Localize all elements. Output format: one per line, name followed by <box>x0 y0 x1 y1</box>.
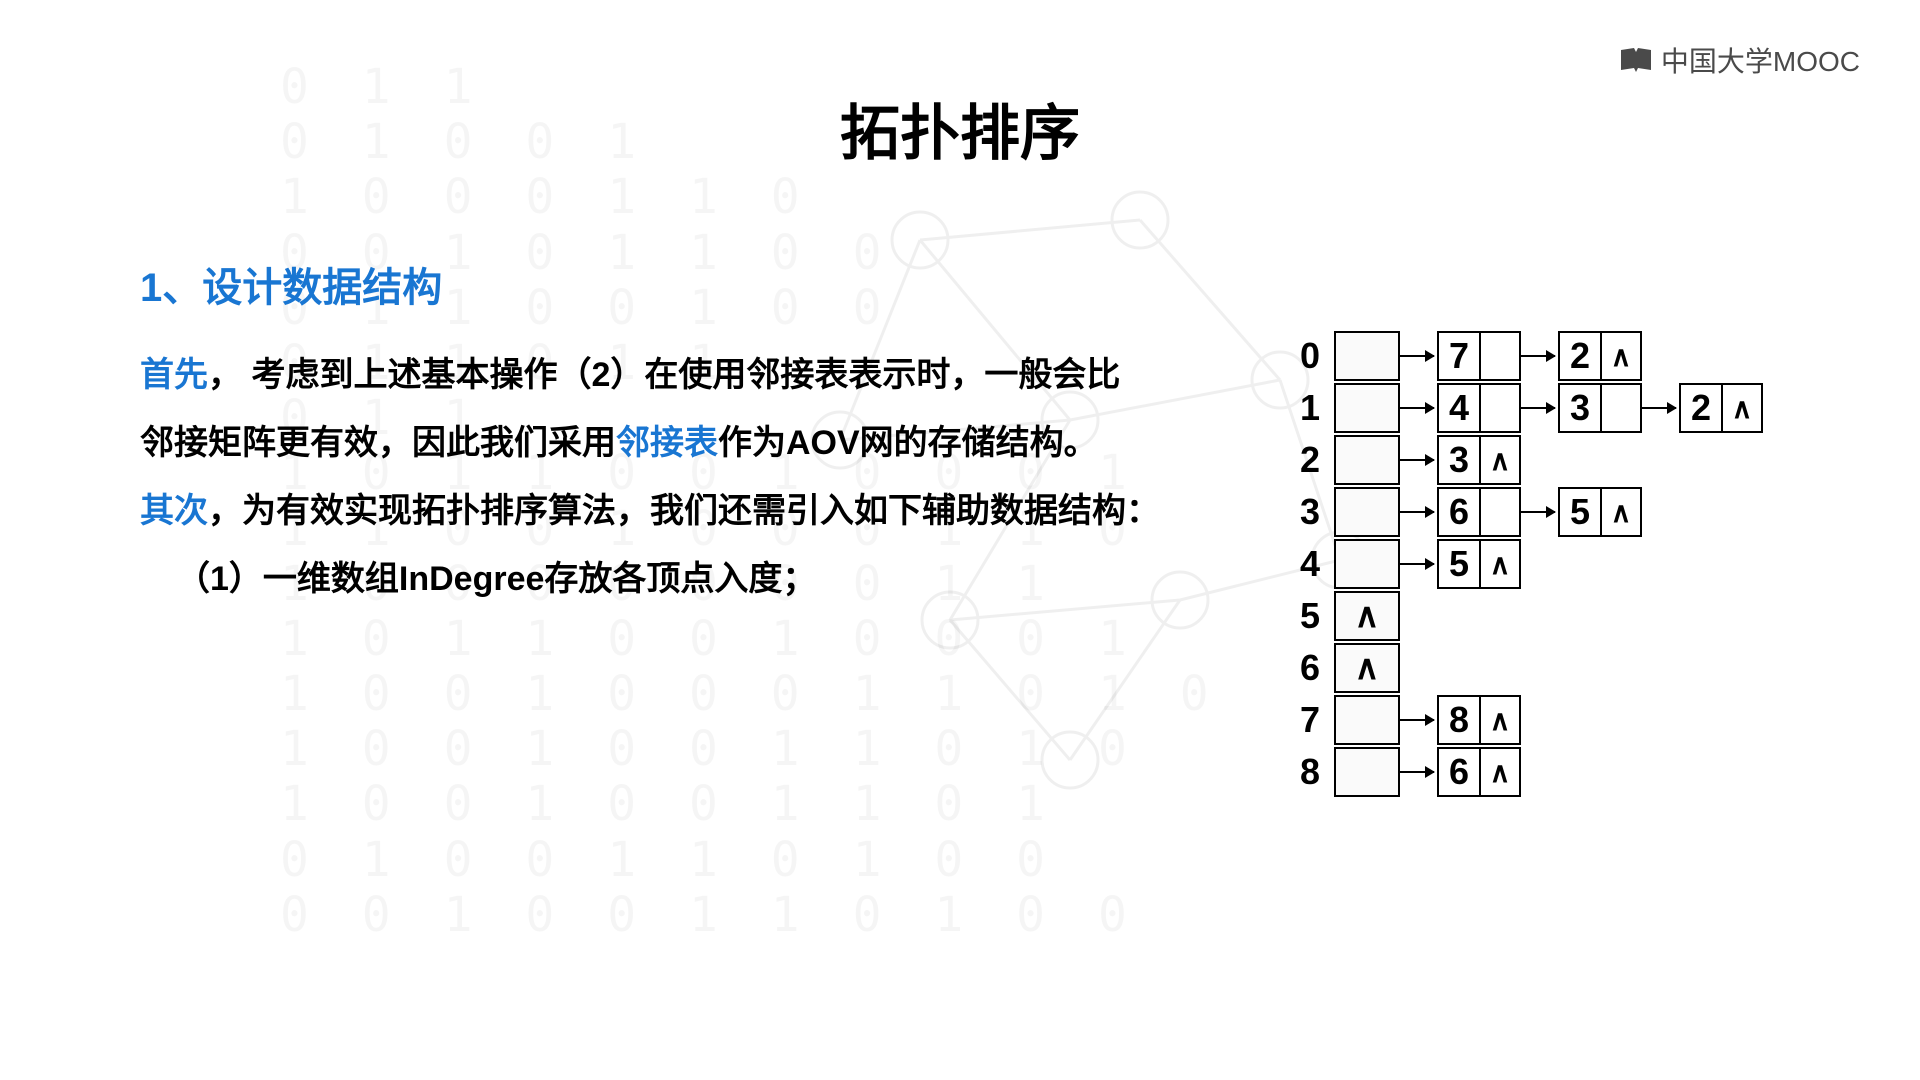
adjlist-row: 8 6∧ <box>1280 746 1763 798</box>
node-pointer <box>1481 385 1519 431</box>
arrow-icon <box>1400 407 1434 409</box>
page-title: 拓扑排序 <box>840 85 1080 172</box>
adjlist-row: 6∧ <box>1280 642 1763 694</box>
arrow-icon <box>1400 771 1434 773</box>
node-pointer: ∧ <box>1481 541 1519 587</box>
adjlist-index: 3 <box>1280 491 1320 533</box>
adjacency-list-diagram: 072∧1432∧23∧365∧45∧5∧6∧78∧86∧ <box>1280 330 1763 798</box>
node-value: 2 <box>1681 385 1723 431</box>
adjlist-head-cell <box>1334 383 1400 433</box>
adjlist-node: 3∧ <box>1437 435 1521 485</box>
p3-text: ，为有效实现拓扑排序算法，我们还需引入如下辅助数据结构： <box>208 492 1160 530</box>
adjlist-head-cell: ∧ <box>1334 643 1400 693</box>
node-pointer: ∧ <box>1723 385 1761 431</box>
logo-text: 中国大学MOOC <box>1661 40 1860 80</box>
arrow-icon <box>1521 355 1555 357</box>
node-value: 6 <box>1439 489 1481 535</box>
adjlist-head-cell <box>1334 695 1400 745</box>
kw-first: 首先 <box>140 356 208 394</box>
adjlist-index: 7 <box>1280 699 1320 741</box>
paragraph-1: 首先， 考虑到上述基本操作（2）在使用邻接表表示时，一般会比 <box>140 341 1380 409</box>
node-value: 2 <box>1560 333 1602 379</box>
section-heading: 1、设计数据结构 <box>140 255 1380 313</box>
adjlist-node: 2∧ <box>1558 331 1642 381</box>
node-pointer: ∧ <box>1602 333 1640 379</box>
adjlist-node: 7 <box>1437 331 1521 381</box>
arrow-icon <box>1400 511 1434 513</box>
node-pointer: ∧ <box>1602 489 1640 535</box>
adjlist-node: 6∧ <box>1437 747 1521 797</box>
arrow-icon <box>1400 563 1434 565</box>
node-pointer <box>1602 385 1640 431</box>
paragraph-3: 其次，为有效实现拓扑排序算法，我们还需引入如下辅助数据结构： <box>140 477 1380 545</box>
adjlist-row: 0 7 2∧ <box>1280 330 1763 382</box>
adjlist-row: 3 6 5∧ <box>1280 486 1763 538</box>
arrow-icon <box>1521 407 1555 409</box>
adjlist-node: 3 <box>1558 383 1642 433</box>
content-area: 1、设计数据结构 首先， 考虑到上述基本操作（2）在使用邻接表表示时，一般会比 … <box>140 255 1380 613</box>
node-pointer: ∧ <box>1481 749 1519 795</box>
node-value: 5 <box>1439 541 1481 587</box>
kw-adjlist: 邻接表 <box>616 424 718 462</box>
kw-second: 其次 <box>140 492 208 530</box>
adjlist-head-cell <box>1334 435 1400 485</box>
adjlist-row: 5∧ <box>1280 590 1763 642</box>
node-value: 4 <box>1439 385 1481 431</box>
node-pointer <box>1481 333 1519 379</box>
adjlist-node: 5∧ <box>1558 487 1642 537</box>
adjlist-index: 1 <box>1280 387 1320 429</box>
paragraph-2: 邻接矩阵更有效，因此我们采用邻接表作为AOV网的存储结构。 <box>140 409 1380 477</box>
node-value: 8 <box>1439 697 1481 743</box>
arrow-icon <box>1400 719 1434 721</box>
adjlist-node: 6 <box>1437 487 1521 537</box>
p1-text: ， 考虑到上述基本操作（2）在使用邻接表表示时，一般会比 <box>208 356 1120 394</box>
adjlist-node: 8∧ <box>1437 695 1521 745</box>
node-pointer: ∧ <box>1481 697 1519 743</box>
adjlist-index: 4 <box>1280 543 1320 585</box>
node-value: 7 <box>1439 333 1481 379</box>
adjlist-row: 1 4 3 2∧ <box>1280 382 1763 434</box>
adjlist-head-cell <box>1334 747 1400 797</box>
adjlist-index: 6 <box>1280 647 1320 689</box>
adjlist-index: 2 <box>1280 439 1320 481</box>
node-value: 3 <box>1439 437 1481 483</box>
p2-a: 邻接矩阵更有效，因此我们采用 <box>140 424 616 462</box>
arrow-icon <box>1400 459 1434 461</box>
adjlist-index: 8 <box>1280 751 1320 793</box>
arrow-icon <box>1642 407 1676 409</box>
adjlist-head-cell: ∧ <box>1334 591 1400 641</box>
node-value: 6 <box>1439 749 1481 795</box>
mooc-logo: 中国大学MOOC <box>1619 40 1860 80</box>
adjlist-row: 4 5∧ <box>1280 538 1763 590</box>
paragraph-4: （1）一维数组InDegree存放各顶点入度； <box>176 545 1380 613</box>
node-pointer: ∧ <box>1481 437 1519 483</box>
adjlist-head-cell <box>1334 331 1400 381</box>
p2-b: 作为AOV网的存储结构。 <box>718 424 1098 462</box>
adjlist-node: 5∧ <box>1437 539 1521 589</box>
node-value: 5 <box>1560 489 1602 535</box>
adjlist-index: 0 <box>1280 335 1320 377</box>
adjlist-node: 4 <box>1437 383 1521 433</box>
arrow-icon <box>1400 355 1434 357</box>
adjlist-row: 7 8∧ <box>1280 694 1763 746</box>
book-icon <box>1619 46 1653 74</box>
adjlist-row: 2 3∧ <box>1280 434 1763 486</box>
arrow-icon <box>1521 511 1555 513</box>
adjlist-index: 5 <box>1280 595 1320 637</box>
adjlist-head-cell <box>1334 487 1400 537</box>
adjlist-head-cell <box>1334 539 1400 589</box>
node-pointer <box>1481 489 1519 535</box>
adjlist-node: 2∧ <box>1679 383 1763 433</box>
node-value: 3 <box>1560 385 1602 431</box>
